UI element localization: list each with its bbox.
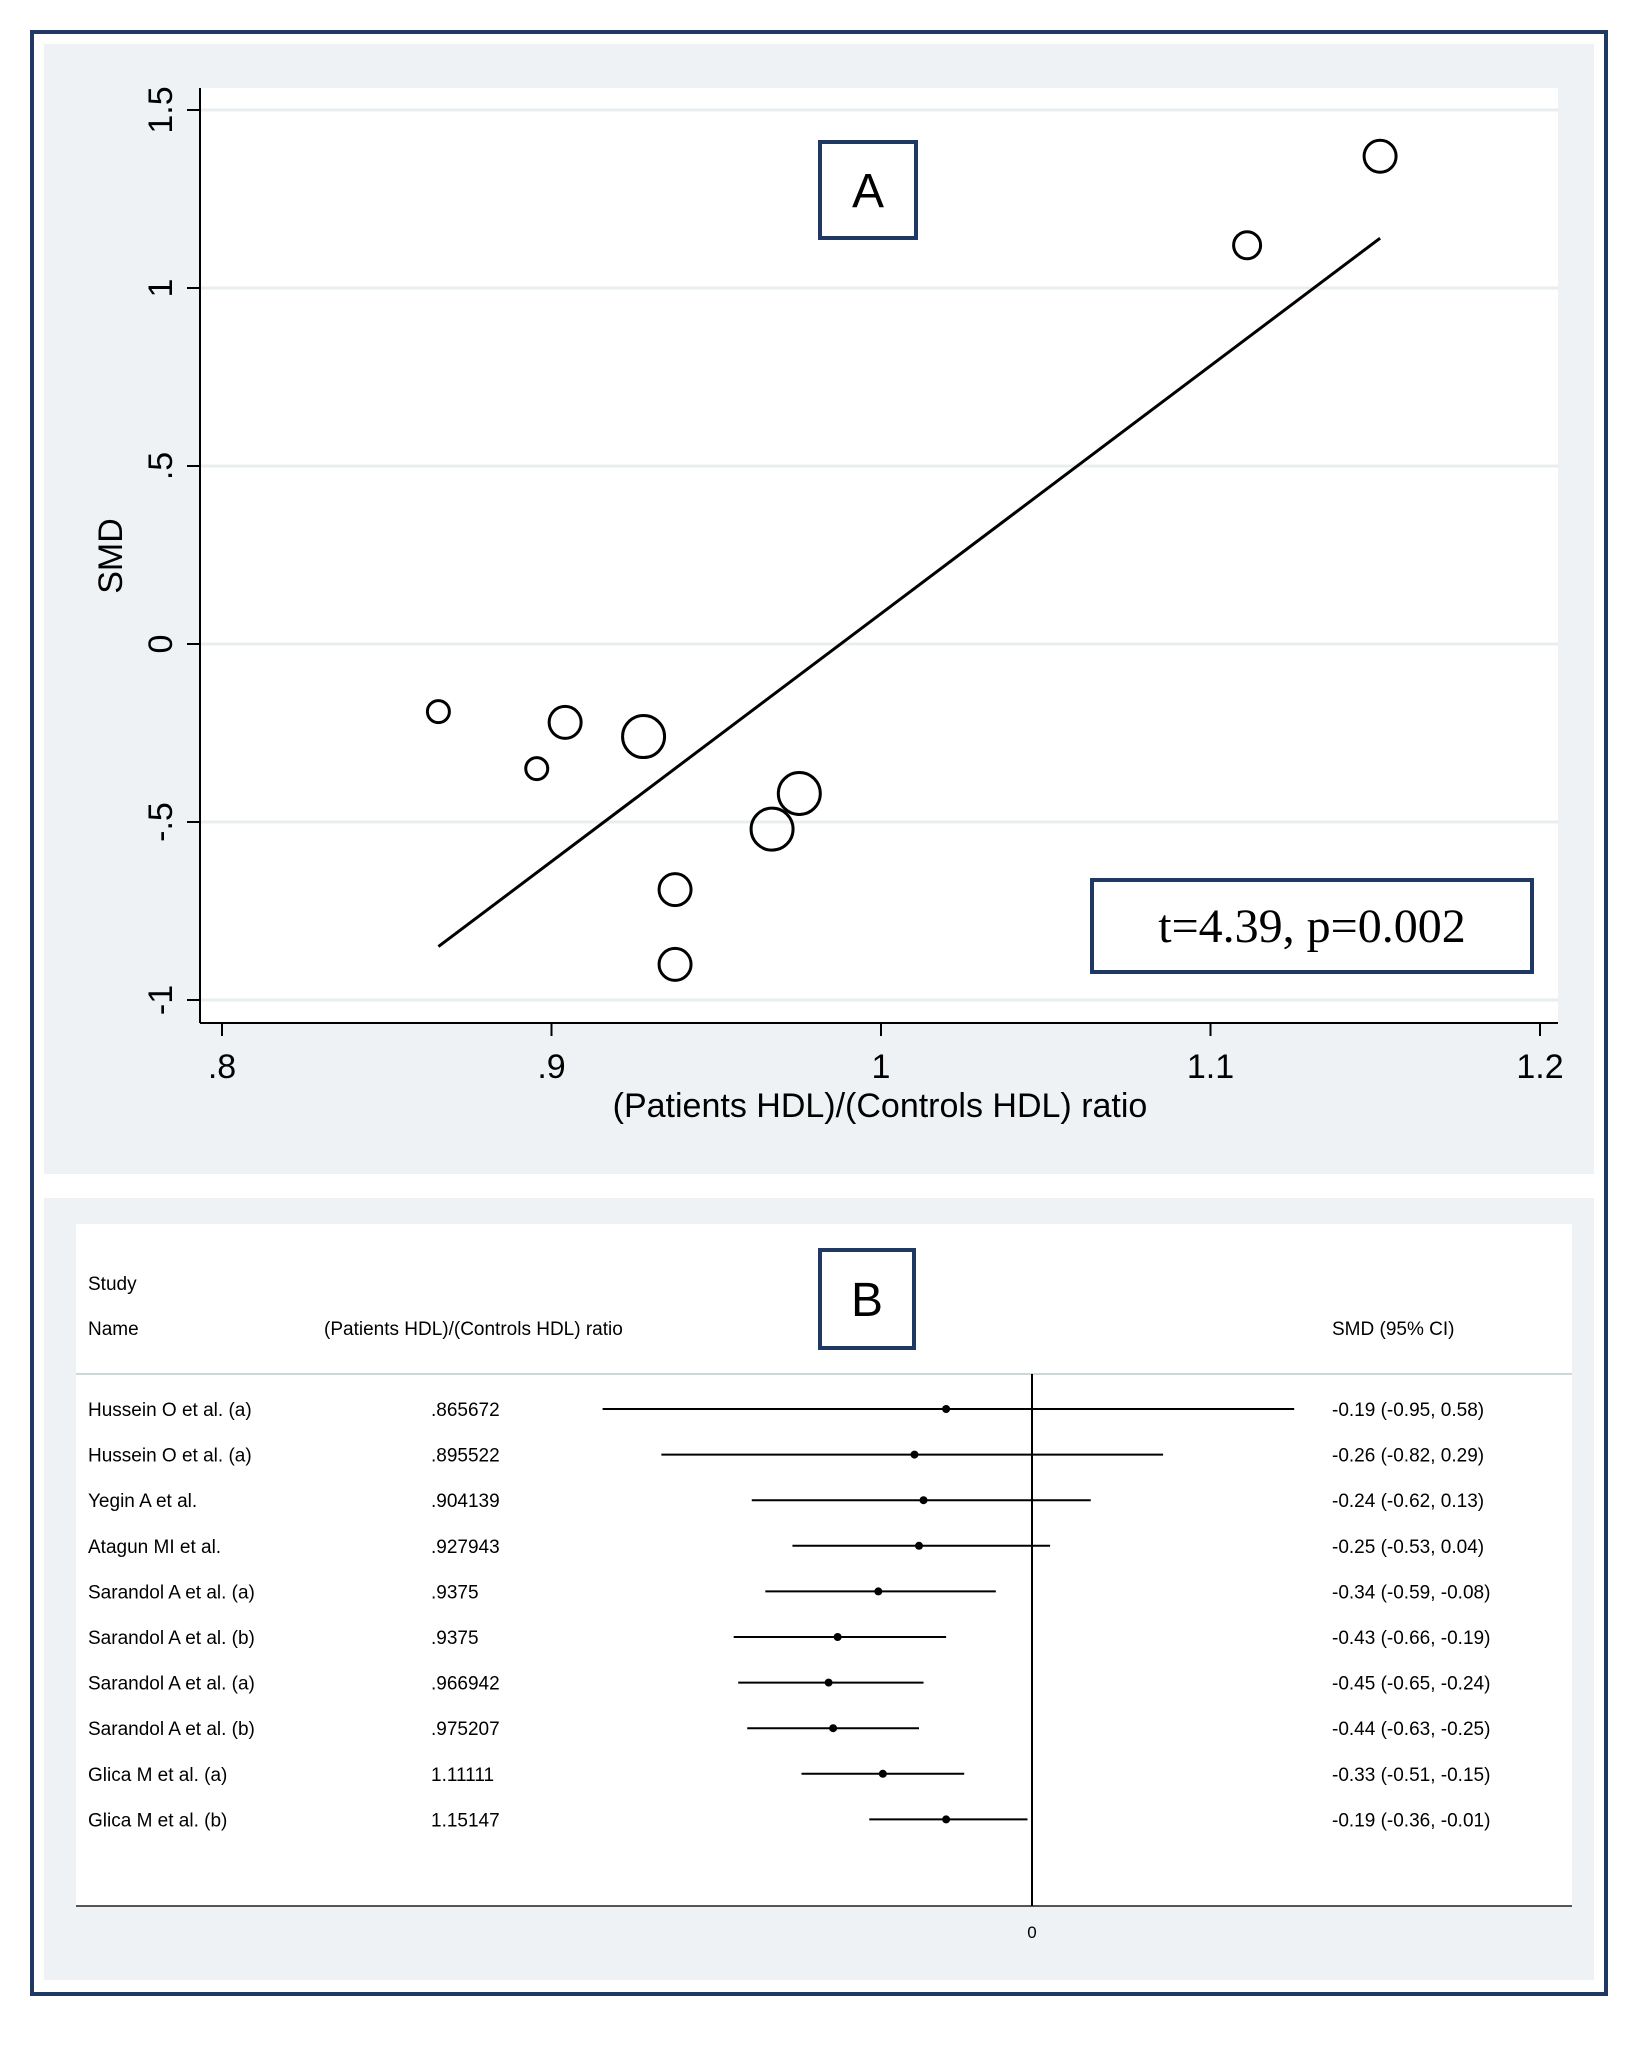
panel-label-a: A (852, 165, 884, 218)
y-tick-label: 1 (142, 279, 180, 298)
scatter-point (524, 756, 550, 782)
scatter-point (621, 714, 667, 760)
scatter-point (547, 704, 583, 740)
x-tick-label: .8 (208, 1048, 236, 1086)
scatter-point (1362, 138, 1398, 174)
y-tick-label: 1.5 (142, 86, 180, 133)
stats-annotation-box (1090, 878, 1534, 974)
stats-annotation: t=4.39, p=0.002 (1158, 900, 1465, 953)
y-tick-label: -1 (142, 985, 180, 1015)
y-axis-title: SMD (92, 518, 130, 594)
scatter-point (749, 806, 795, 852)
panel-label-a-box (818, 140, 918, 240)
scatter-point (1232, 230, 1263, 261)
y-tick-label: 0 (142, 635, 180, 654)
plot-area-a (200, 88, 1558, 1023)
scatter-point (425, 699, 451, 725)
x-tick-label: 1.1 (1187, 1048, 1234, 1086)
x-tick-label: 1.2 (1516, 1048, 1563, 1086)
panel-b-background (44, 1198, 1594, 1980)
scatter-point (657, 872, 693, 908)
panel-a-scatter-chart: .8 .9 1 1.1 1.2 -1 -.5 0 .5 1 1.5 SMD (Patients H… (92, 86, 1564, 1125)
regression-line (437, 236, 1381, 948)
scatter-point (776, 771, 822, 817)
y-tick-label: .5 (142, 452, 180, 480)
y-tick-label: -.5 (142, 802, 180, 842)
x-tick-label: 1 (872, 1048, 891, 1086)
x-tick-label: .9 (537, 1048, 565, 1086)
scatter-point (657, 946, 693, 982)
x-axis-title: (Patients HDL)/(Controls HDL) ratio (613, 1087, 1148, 1125)
